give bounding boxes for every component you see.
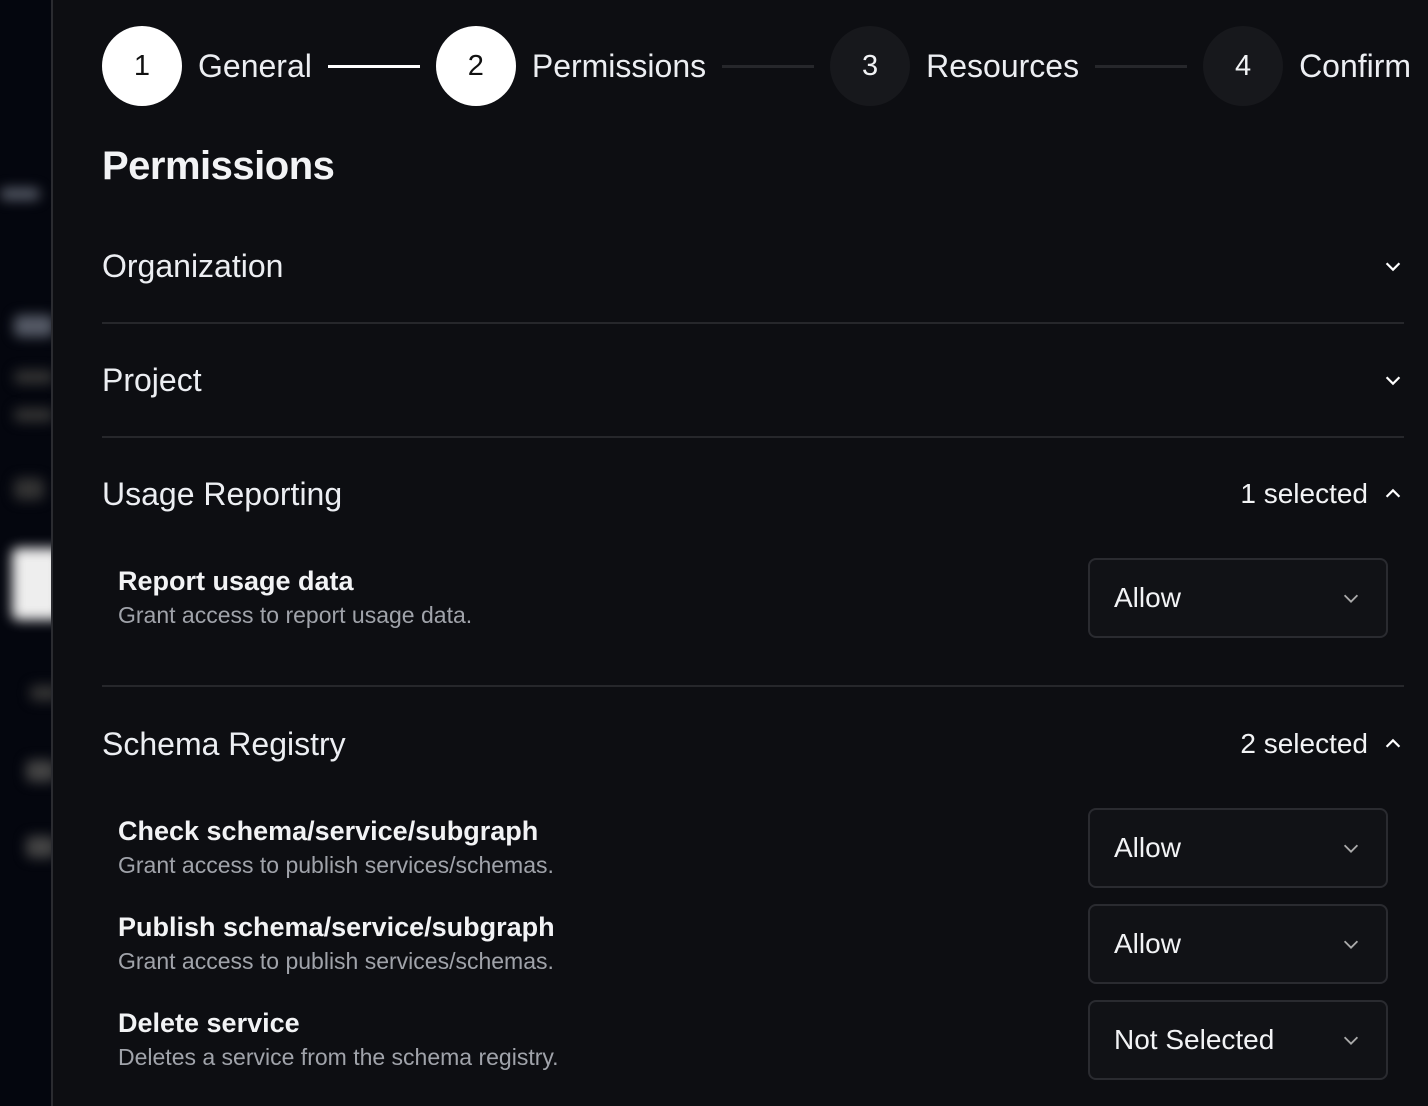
stepper: 1 General 2 Permissions 3 Resources 4 Confir…: [102, 26, 1411, 106]
chevron-down-icon: [1343, 844, 1359, 853]
step-connector: [722, 64, 815, 68]
section-title: Organization: [102, 247, 284, 284]
chevron-down-icon: [1343, 1036, 1359, 1045]
create-role-panel: 1 General 2 Permissions 3 Resources 4 Confir…: [55, 0, 1428, 1106]
step-label: Permissions: [531, 47, 707, 84]
permission-title: Check schema/service/subgraph: [118, 816, 539, 846]
selected-count: 1 selected: [1240, 478, 1368, 509]
permission-description: Grant access to report usage data.: [118, 602, 473, 628]
section-header[interactable]: Schema Registry 2 selected: [102, 714, 1404, 774]
permission-row: Delete service Deletes a service from th…: [118, 1000, 1388, 1080]
section-usage-reporting: Usage Reporting 1 selected Report usage …: [102, 464, 1404, 689]
permission-title: Publish schema/service/subgraph: [118, 912, 555, 942]
divider: [102, 436, 1404, 438]
step-label: Resources: [926, 47, 1080, 84]
step-number: 4: [1203, 26, 1284, 106]
permission-row: Publish schema/service/subgraph Grant ac…: [118, 904, 1388, 984]
section-header[interactable]: Organization: [102, 236, 1404, 296]
step-connector: [1095, 64, 1188, 68]
select-value: Allow: [1114, 582, 1181, 613]
chevron-down-icon: [1385, 262, 1401, 272]
chevron-up-icon: [1385, 488, 1401, 498]
step-number: 3: [830, 26, 911, 106]
section-title: Usage Reporting: [102, 475, 343, 512]
select-value: Allow: [1114, 928, 1181, 959]
section-project: Project: [102, 350, 1404, 438]
page-title: Permissions: [102, 144, 335, 188]
permission-select[interactable]: Allow: [1088, 558, 1388, 638]
permission-description: Grant access to publish services/schemas…: [118, 948, 554, 974]
step-number: 1: [102, 26, 182, 106]
step-general[interactable]: 1 General: [102, 26, 312, 106]
permission-description: Deletes a service from the schema regist…: [118, 1044, 559, 1070]
chevron-down-icon: [1343, 594, 1359, 603]
chevron-down-icon: [1385, 376, 1401, 386]
section-header[interactable]: Usage Reporting 1 selected: [102, 464, 1404, 524]
selected-count: 2 selected: [1240, 728, 1368, 759]
permission-select[interactable]: Allow: [1088, 808, 1388, 888]
permission-select[interactable]: Allow: [1088, 904, 1388, 984]
step-number: 2: [435, 26, 516, 106]
chevron-up-icon: [1385, 738, 1401, 748]
blurred-background-page: [0, 0, 53, 1106]
step-label: General: [198, 47, 312, 84]
step-label: Confirm: [1299, 47, 1412, 84]
permission-row: Check schema/service/subgraph Grant acce…: [118, 808, 1388, 888]
select-value: Allow: [1114, 832, 1181, 863]
section-header[interactable]: Project: [102, 350, 1404, 410]
permission-description: Grant access to publish services/schemas…: [118, 852, 554, 878]
select-value: Not Selected: [1114, 1024, 1275, 1055]
divider: [102, 322, 1404, 324]
section-organization: Organization: [102, 236, 1404, 324]
permission-select[interactable]: Not Selected: [1088, 1000, 1388, 1080]
section-schema-registry: Schema Registry 2 selected Check schema/…: [102, 714, 1404, 1080]
step-permissions[interactable]: 2 Permissions: [435, 26, 707, 106]
permission-title: Report usage data: [118, 566, 354, 596]
permission-row: Report usage data Grant access to report…: [118, 558, 1388, 638]
step-confirm[interactable]: 4 Confirm: [1203, 26, 1411, 106]
chevron-down-icon: [1343, 940, 1359, 949]
permission-title: Delete service: [118, 1008, 300, 1038]
step-resources[interactable]: 3 Resources: [830, 26, 1079, 106]
step-connector: [327, 64, 420, 68]
divider: [102, 685, 1404, 687]
section-title: Schema Registry: [102, 725, 346, 762]
section-title: Project: [102, 361, 202, 398]
